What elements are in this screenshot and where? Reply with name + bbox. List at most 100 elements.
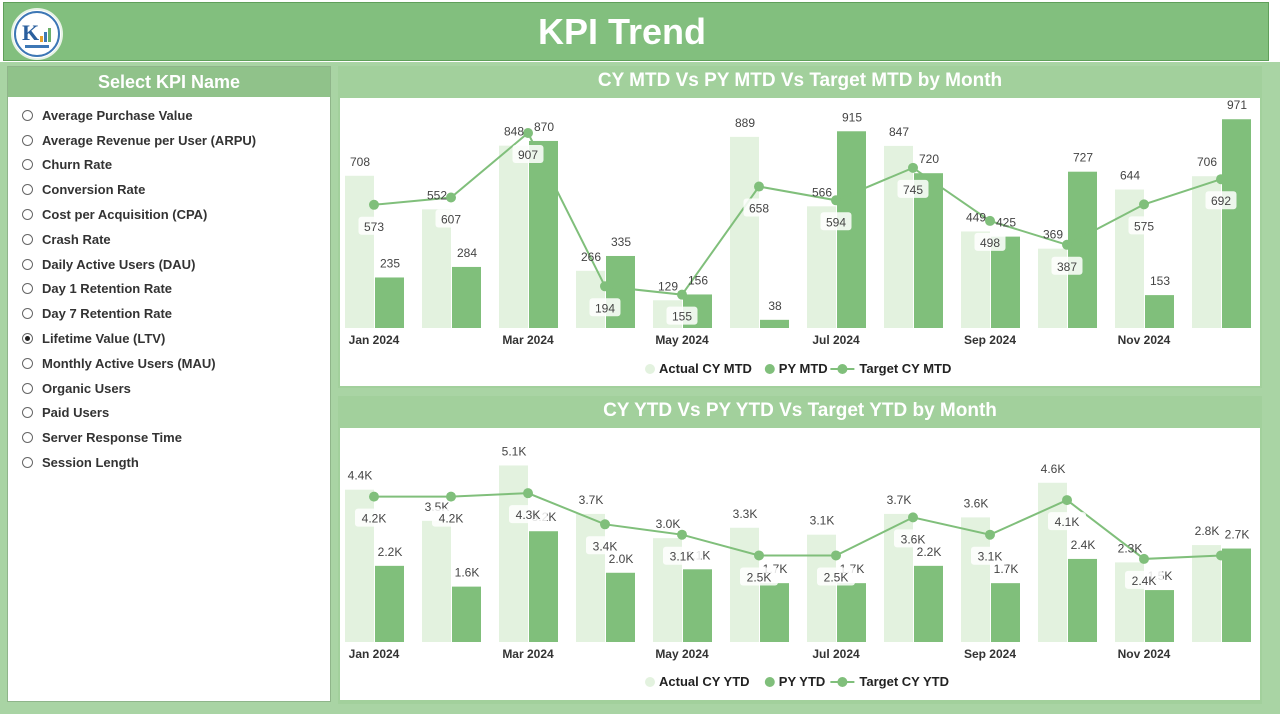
target-data-label: 155 bbox=[672, 310, 692, 324]
mtd-chart-svg: 708 235 573 Jan 2024 552 284 607 848 870 907 Mar 2… bbox=[345, 98, 1251, 376]
py-bar bbox=[760, 319, 789, 328]
radio-icon[interactable] bbox=[22, 209, 33, 221]
py-data-label: 284 bbox=[457, 246, 477, 260]
radio-icon[interactable] bbox=[22, 233, 33, 245]
radio-icon[interactable] bbox=[22, 432, 33, 444]
py-bar bbox=[606, 255, 635, 328]
kpi-option[interactable]: Conversion Rate bbox=[8, 177, 330, 202]
kpi-option[interactable]: Churn Rate bbox=[8, 153, 330, 178]
target-point bbox=[446, 192, 456, 203]
actual-bar bbox=[884, 145, 913, 328]
legend-label: PY MTD bbox=[779, 361, 828, 376]
py-data-label: 720 bbox=[919, 152, 939, 166]
target-data-label: 4.3K bbox=[516, 508, 541, 522]
kpi-option[interactable]: Day 7 Retention Rate bbox=[8, 301, 330, 326]
actual-data-label: 266 bbox=[581, 250, 601, 264]
target-point bbox=[369, 491, 379, 502]
radio-icon[interactable] bbox=[22, 159, 33, 171]
kpi-option[interactable]: Cost per Acquisition (CPA) bbox=[8, 202, 330, 227]
target-data-label: 745 bbox=[903, 183, 923, 197]
target-data-label: 2.4K bbox=[1132, 574, 1157, 588]
kpi-option[interactable]: Day 1 Retention Rate bbox=[8, 277, 330, 302]
target-data-label: 194 bbox=[595, 301, 615, 315]
kpi-option-label: Daily Active Users (DAU) bbox=[42, 256, 196, 272]
radio-selected-icon[interactable] bbox=[22, 333, 33, 345]
py-bar bbox=[529, 140, 558, 328]
x-tick-label: Sep 2024 bbox=[964, 333, 1016, 347]
legend-marker-icon bbox=[764, 364, 775, 374]
radio-icon[interactable] bbox=[22, 184, 33, 196]
radio-icon[interactable] bbox=[22, 357, 33, 369]
kpi-option[interactable]: Paid Users bbox=[8, 401, 330, 426]
actual-data-label: 708 bbox=[350, 155, 370, 169]
target-line bbox=[374, 492, 1222, 560]
actual-bar bbox=[345, 175, 374, 328]
target-data-label: 658 bbox=[749, 202, 769, 216]
py-data-label: 870 bbox=[534, 120, 554, 134]
py-bar bbox=[529, 531, 558, 642]
page-title: KPI Trend bbox=[537, 11, 707, 52]
target-data-label: 594 bbox=[826, 215, 846, 229]
target-point bbox=[1139, 199, 1149, 210]
target-data-label: 3.1K bbox=[978, 550, 1003, 564]
radio-icon[interactable] bbox=[22, 109, 33, 121]
target-data-label-bg bbox=[1048, 512, 1086, 531]
kpi-option-label: Session Length bbox=[42, 455, 139, 471]
kpi-option[interactable]: Crash Rate bbox=[8, 227, 330, 252]
kpi-option[interactable]: Daily Active Users (DAU) bbox=[8, 252, 330, 277]
kpi-option[interactable]: Organic Users bbox=[8, 376, 330, 401]
kpi-option[interactable]: Average Purchase Value bbox=[8, 103, 330, 128]
radio-icon[interactable] bbox=[22, 283, 33, 295]
target-data-label-bg bbox=[1125, 570, 1163, 589]
radio-icon[interactable] bbox=[22, 457, 33, 469]
kpi-option[interactable]: Average Revenue per User (ARPU) bbox=[8, 128, 330, 153]
kpi-slicer: Select KPI Name Average Purchase Value Av… bbox=[7, 66, 331, 702]
target-data-label: 692 bbox=[1211, 194, 1231, 208]
x-tick-label: May 2024 bbox=[655, 647, 709, 661]
legend-label: Target CY YTD bbox=[859, 674, 949, 689]
target-data-label: 4.2K bbox=[362, 512, 387, 526]
actual-data-label: 369 bbox=[1043, 228, 1063, 242]
py-data-label: 2.2K bbox=[917, 545, 942, 559]
actual-data-label: 3.7K bbox=[887, 493, 912, 507]
actual-bar bbox=[576, 513, 605, 642]
kpi-option-label: Average Purchase Value bbox=[42, 107, 193, 123]
actual-data-label: 4.6K bbox=[1041, 462, 1066, 476]
target-data-label: 387 bbox=[1057, 260, 1077, 274]
py-bar bbox=[1068, 171, 1097, 328]
target-data-label-bg bbox=[586, 536, 624, 555]
legend-marker-icon bbox=[837, 364, 848, 374]
mtd-chart-title: CY MTD Vs PY MTD Vs Target MTD by Month bbox=[597, 70, 1003, 91]
target-data-label-bg bbox=[974, 232, 1006, 251]
x-tick-label: Nov 2024 bbox=[1118, 333, 1171, 347]
py-data-label: 2.7K bbox=[1225, 528, 1250, 542]
target-line bbox=[373, 131, 1222, 296]
kpi-option[interactable]: Lifetime Value (LTV) bbox=[8, 326, 330, 351]
target-data-label-bg bbox=[509, 505, 547, 524]
radio-icon[interactable] bbox=[22, 407, 33, 419]
py-data-label: 2.0K bbox=[609, 552, 634, 566]
radio-icon[interactable] bbox=[22, 308, 33, 320]
actual-data-label: 3.7K bbox=[579, 493, 604, 507]
kpi-option[interactable]: Monthly Active Users (MAU) bbox=[8, 351, 330, 376]
kpi-option[interactable]: Session Length bbox=[8, 450, 330, 475]
py-bar bbox=[683, 569, 712, 642]
radio-icon[interactable] bbox=[22, 382, 33, 394]
py-bar bbox=[1145, 295, 1174, 328]
radio-icon[interactable] bbox=[22, 134, 33, 146]
target-point bbox=[523, 488, 533, 499]
py-bar bbox=[452, 266, 481, 328]
kpi-option[interactable]: Server Response Time bbox=[8, 425, 330, 450]
py-bar bbox=[837, 583, 866, 642]
actual-data-label: 644 bbox=[1120, 169, 1140, 183]
radio-icon[interactable] bbox=[22, 258, 33, 270]
target-point bbox=[985, 215, 995, 226]
actual-data-label: 706 bbox=[1197, 155, 1217, 169]
actual-data-label: 4.4K bbox=[348, 469, 373, 483]
legend-label: Actual CY YTD bbox=[659, 674, 750, 689]
x-tick-label: Jan 2024 bbox=[349, 333, 400, 347]
py-data-label: 915 bbox=[842, 110, 862, 124]
py-data-label: 235 bbox=[380, 256, 400, 270]
